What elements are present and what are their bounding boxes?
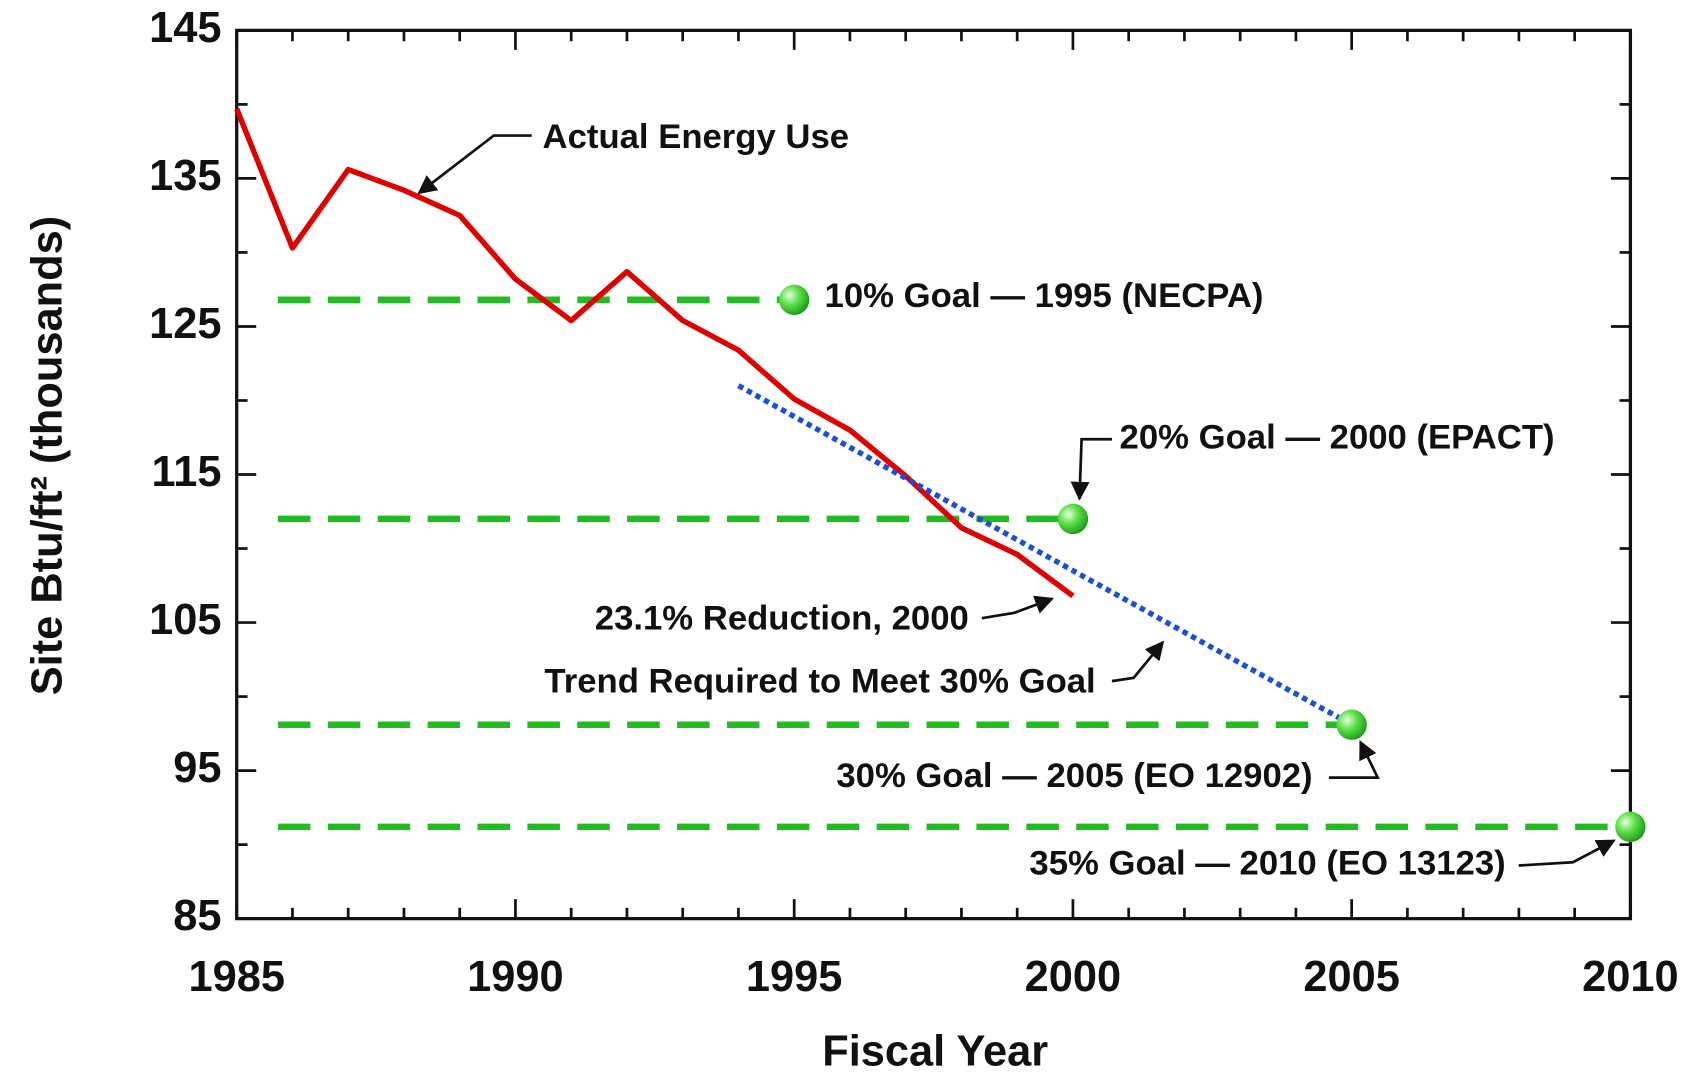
arrow [1328, 740, 1380, 780]
y-tick-label: 135 [149, 152, 221, 200]
goal-dot [1057, 503, 1089, 535]
arrows [417, 134, 1616, 867]
arrow [1111, 640, 1165, 683]
goal-dot [1615, 811, 1646, 843]
x-tick-label: 2010 [1582, 953, 1679, 1001]
goal-label: 30% Goal — 2005 (EO 12902) [836, 757, 1312, 795]
goal-dot [1336, 709, 1367, 740]
y-tick-label: 145 [149, 4, 221, 52]
x-tick-label: 1990 [467, 953, 564, 1001]
actual-line [234, 107, 1075, 599]
arrow [417, 134, 532, 195]
x-tick-label: 2005 [1303, 953, 1400, 1001]
goal-dot [779, 284, 810, 315]
y-tick-label: 95 [173, 744, 221, 792]
x-tick-label: 1995 [746, 953, 843, 1001]
x-tick-label: 2000 [1025, 953, 1122, 1001]
arrow [1518, 839, 1616, 867]
x-axis-label: Fiscal Year [822, 1028, 1048, 1076]
x-tick-label: 1985 [188, 953, 285, 1001]
y-tick-label: 105 [149, 596, 221, 644]
y-tick-label: 85 [173, 892, 221, 940]
goal-label: 35% Goal — 2010 (EO 13123) [1029, 845, 1505, 883]
series-label: Actual Energy Use [543, 118, 850, 156]
arrow [1070, 437, 1112, 501]
annotation: 23.1% Reduction, 2000 [595, 600, 969, 638]
arrow [981, 595, 1055, 620]
y-tick-label: 115 [152, 448, 222, 496]
goal-label: 20% Goal — 2000 (EPACT) [1120, 418, 1555, 456]
series-label: Trend Required to Meet 30% Goal [544, 662, 1095, 700]
y-axis-label: Site Btu/ft² (thousands) [24, 216, 72, 695]
y-tick-label: 125 [149, 300, 221, 348]
goal-label: 10% Goal — 1995 (NECPA) [825, 277, 1264, 315]
